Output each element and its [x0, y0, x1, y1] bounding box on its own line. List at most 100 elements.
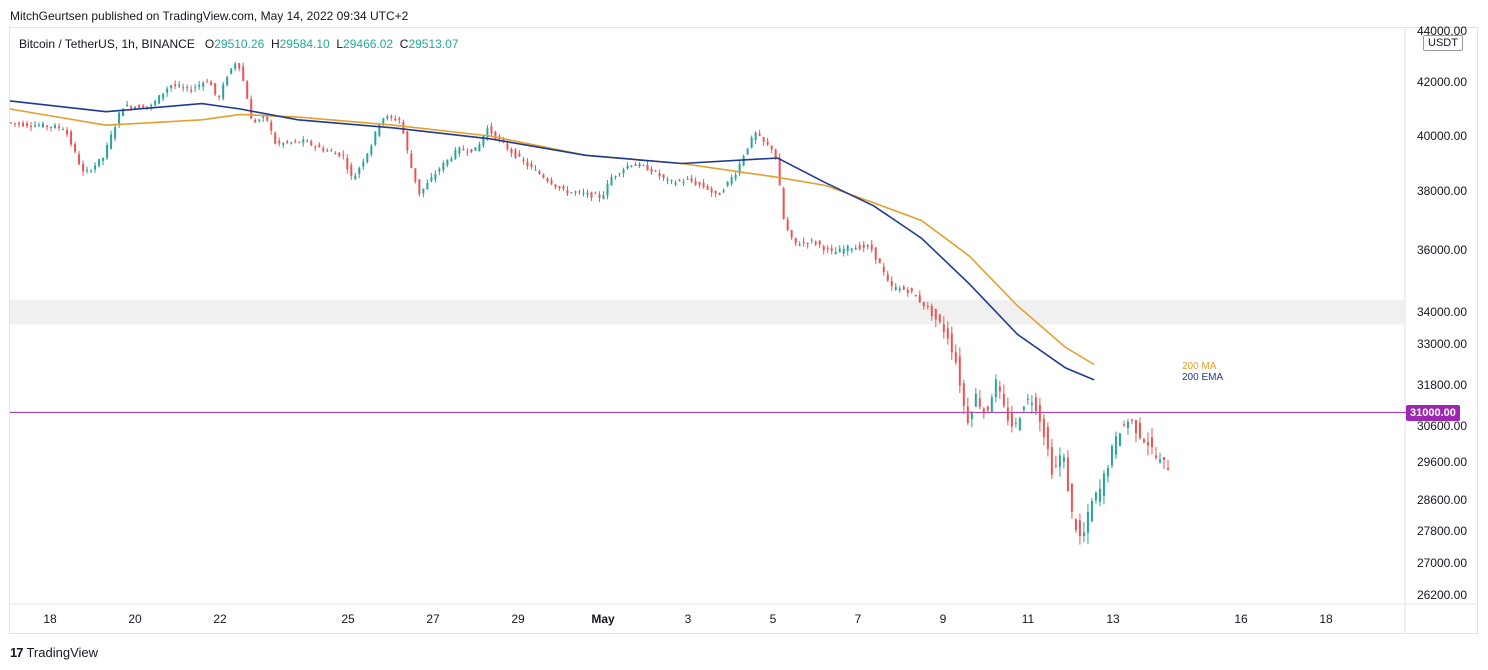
ma-200-line[interactable]: [9, 108, 1095, 366]
candle-body: [274, 132, 277, 144]
candle-body: [262, 115, 265, 118]
candle-body: [490, 126, 493, 134]
y-tick-label: 28600.00: [1417, 493, 1467, 507]
x-tick-label: 3: [685, 612, 692, 626]
candle-body: [578, 191, 581, 193]
x-tick-label: 11: [1022, 612, 1035, 626]
candle-body: [690, 178, 693, 182]
candle-body: [1142, 439, 1145, 443]
candle-body: [970, 412, 973, 420]
candle-body: [222, 84, 225, 99]
candle-body: [134, 107, 137, 109]
candle-body: [334, 153, 337, 155]
candle-body: [902, 286, 905, 290]
candle-body: [154, 100, 157, 106]
candle-body: [278, 140, 281, 144]
close-label: C: [399, 37, 409, 51]
candle-body: [458, 147, 461, 154]
x-tick-label: 13: [1106, 612, 1120, 626]
candle-body: [646, 164, 649, 171]
symbol-name[interactable]: Bitcoin / TetherUS, 1h, BINANCE: [19, 37, 195, 51]
candle-body: [430, 177, 433, 182]
candle-body: [1038, 404, 1041, 422]
x-tick-label: 7: [855, 612, 862, 626]
candle-body: [642, 165, 645, 167]
candle-body: [1086, 511, 1089, 533]
candle-body: [226, 77, 229, 85]
chart-frame[interactable]: [9, 27, 1478, 634]
x-tick-label: 29: [511, 612, 525, 626]
resistance-zone[interactable]: [10, 299, 1405, 325]
candle-body: [1078, 520, 1081, 537]
candle-body: [350, 165, 353, 176]
candle-body: [1146, 442, 1149, 446]
candle-body: [486, 128, 489, 138]
candle-body: [994, 379, 997, 398]
candle-body: [294, 141, 297, 143]
candle-body: [414, 168, 417, 182]
candle-body: [718, 193, 721, 196]
candle-body: [62, 129, 65, 131]
candle-body: [394, 118, 397, 121]
candle-body: [346, 158, 349, 170]
candle-body: [666, 179, 669, 181]
ema-200-line[interactable]: [9, 100, 1095, 381]
candle-body: [206, 81, 209, 83]
candle-body: [126, 104, 129, 107]
x-tick-label: 5: [770, 612, 777, 626]
candle-body: [586, 192, 589, 195]
candle-body: [614, 176, 617, 178]
candle-body: [638, 163, 641, 167]
candle-body: [746, 148, 749, 155]
candle-body: [754, 132, 757, 140]
low-label: L: [336, 37, 344, 51]
candle-body: [426, 182, 429, 190]
candle-body: [798, 244, 801, 246]
candle-body: [922, 301, 925, 307]
candle-body: [522, 159, 525, 162]
candle-body: [110, 134, 113, 149]
candle-body: [882, 266, 885, 273]
candle-body: [550, 180, 553, 185]
y-tick-label: 26200.00: [1417, 588, 1467, 602]
currency-unit-button[interactable]: USDT: [1423, 35, 1463, 51]
candle-body: [158, 95, 161, 104]
candle-body: [194, 87, 197, 89]
y-tick-label: 40000.00: [1417, 129, 1467, 143]
candle-body: [1046, 427, 1049, 450]
open-value: 29510.26: [214, 37, 265, 51]
candle-body: [838, 248, 841, 253]
candle-body: [182, 87, 185, 89]
candle-body: [730, 177, 733, 184]
footer-branding[interactable]: 17 TradingView: [10, 645, 98, 660]
candle-body: [190, 89, 193, 92]
candle-body: [814, 241, 817, 245]
candle-body: [58, 126, 61, 128]
candle-body: [878, 258, 881, 264]
candle-body: [434, 173, 437, 180]
candle-body: [306, 140, 309, 142]
y-tick-label: 31800.00: [1417, 378, 1467, 392]
candle-body: [234, 63, 237, 69]
candle-body: [1166, 468, 1169, 470]
y-tick-label: 27800.00: [1417, 524, 1467, 538]
candle-body: [106, 144, 109, 158]
candle-body: [454, 149, 457, 159]
candle-body: [218, 95, 221, 98]
y-tick-label: 42000.00: [1417, 75, 1467, 89]
candle-body: [354, 175, 357, 180]
candle-body: [1026, 398, 1029, 400]
candle-body: [1162, 457, 1165, 461]
x-tick-label: May: [591, 612, 615, 626]
horizontal-line-price-tag[interactable]: 31000.00: [1406, 405, 1460, 421]
candle-body: [1042, 418, 1045, 437]
candle-body: [286, 141, 289, 143]
candle-body: [474, 147, 477, 151]
tradingview-logo-icon: 17: [10, 645, 24, 660]
candle-body: [1110, 446, 1113, 466]
candle-body: [1090, 500, 1093, 522]
candle-body: [470, 148, 473, 153]
candle-body: [1074, 519, 1077, 530]
x-tick-label: 20: [128, 612, 142, 626]
